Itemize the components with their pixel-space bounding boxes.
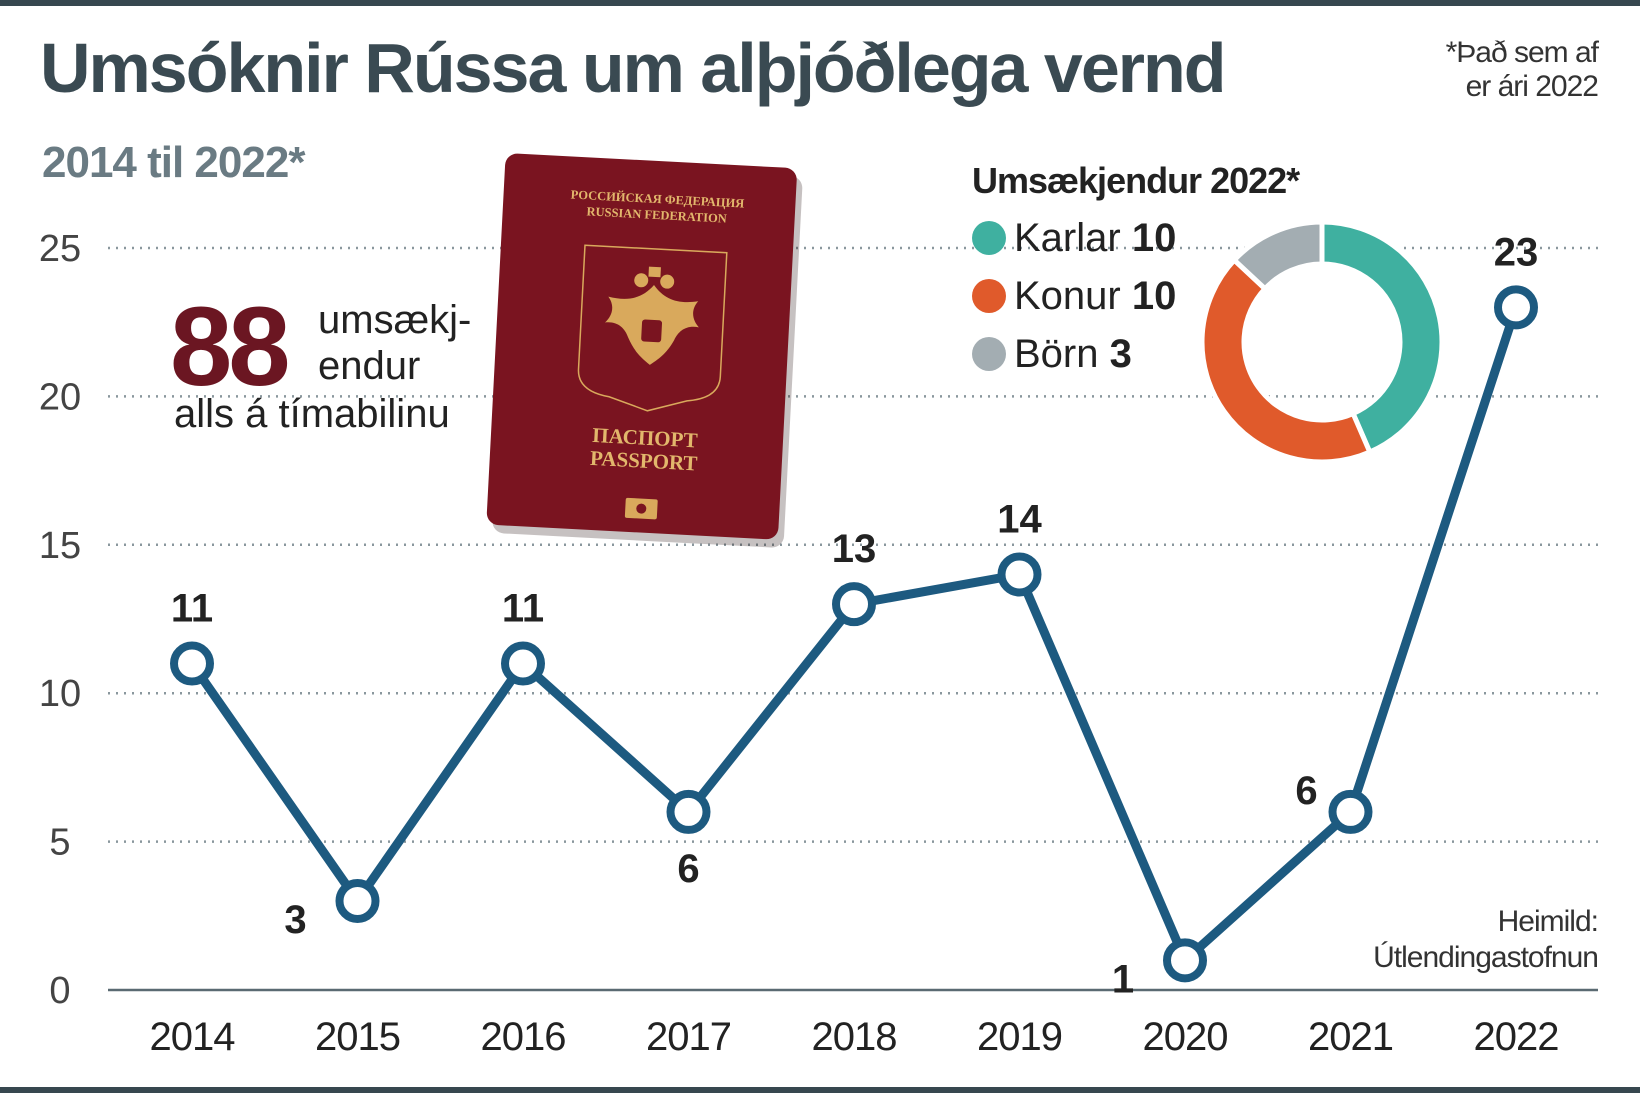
source-note: Heimild: Útlendingastofnun: [1373, 904, 1599, 976]
data-label-2020: 1: [1112, 957, 1134, 1001]
x-tick-label-2019: 2019: [977, 1015, 1062, 1059]
footnote: *Það sem af er ári 2022: [1445, 36, 1599, 104]
data-label-2022: 23: [1494, 230, 1539, 274]
data-label-2017: 6: [677, 847, 699, 891]
donut-title: Umsækjendur 2022*: [972, 160, 1300, 201]
chart-subtitle: 2014 til 2022*: [42, 138, 305, 187]
source-line-2: Útlendingastofnun: [1373, 941, 1599, 974]
y-tick-label-10: 10: [39, 673, 81, 715]
total-label-line-3: alls á tímabilinu: [174, 392, 450, 436]
data-label-2014: 11: [171, 587, 213, 631]
data-point-2019: [997, 552, 1042, 597]
x-tick-label-2018: 2018: [812, 1015, 897, 1059]
y-tick-label-0: 0: [49, 970, 70, 1012]
legend-label-konur: Konur: [1014, 274, 1121, 318]
footnote-line-1: *Það sem af: [1445, 36, 1599, 69]
data-labels: 11 3 11 6 13 14 1 6 23: [171, 230, 1538, 1001]
donut-slice-börn: [1230, 219, 1325, 293]
x-tick-label-2021: 2021: [1308, 1015, 1393, 1059]
legend-value-karlar: 10: [1131, 216, 1177, 260]
legend-swatch-konur: [972, 279, 1006, 313]
x-tick-label-2020: 2020: [1143, 1015, 1228, 1059]
footnote-line-2: er ári 2022: [1465, 70, 1599, 103]
x-tick-label-2017: 2017: [646, 1015, 731, 1059]
total-label-line-1: umsækj-: [318, 298, 472, 342]
y-tick-label-5: 5: [49, 822, 70, 864]
data-point-2022: [1494, 285, 1538, 330]
data-point-2015: [335, 878, 380, 923]
data-point-2016: [501, 641, 545, 686]
bottom-rule: [0, 1087, 1640, 1093]
x-tick-label-2015: 2015: [315, 1015, 400, 1059]
data-points: [170, 285, 1538, 983]
data-label-2019: 14: [997, 497, 1042, 541]
x-tick-label-2022: 2022: [1474, 1015, 1559, 1059]
donut-slice-karlar: [1319, 219, 1445, 456]
top-rule: [0, 0, 1640, 6]
passport-emblem-frame: [577, 244, 728, 412]
data-point-2014: [170, 641, 214, 686]
passport-illustration: РОССИЙСКАЯ ФЕДЕРАЦИЯ RUSSIAN FEDERATION …: [486, 153, 803, 548]
legend-value-konur: 10: [1131, 274, 1177, 318]
y-tick-label-20: 20: [39, 376, 81, 418]
legend-label-born: Börn: [1014, 332, 1099, 376]
total-label-line-2: endur: [318, 344, 421, 388]
data-label-2016: 11: [502, 587, 544, 631]
y-tick-label-25: 25: [39, 228, 81, 270]
legend-item-konur: Konur 10: [972, 274, 1176, 319]
x-tick-label-2016: 2016: [481, 1015, 566, 1059]
passport-eagle-emblem: [604, 266, 699, 365]
data-point-2021: [1328, 789, 1373, 834]
passport-label-ru: ПАСПОРТ: [592, 423, 699, 452]
legend-swatch-born: [972, 337, 1006, 371]
x-tick-label-2014: 2014: [150, 1015, 236, 1059]
legend-item-karlar: Karlar 10: [972, 216, 1176, 261]
legend-item-born: Börn 3: [972, 332, 1132, 377]
legend-swatch-karlar: [972, 221, 1006, 255]
legend-value-born: 3: [1109, 332, 1132, 376]
y-tick-label-15: 15: [39, 525, 81, 567]
source-line-1: Heimild:: [1497, 905, 1599, 938]
donut-chart: [1199, 219, 1445, 465]
legend-label-karlar: Karlar: [1014, 216, 1121, 260]
data-label-2018: 13: [832, 527, 877, 571]
data-label-2015: 3: [284, 898, 306, 942]
y-axis-ticks: 0 5 10 15 20 25: [39, 228, 81, 1012]
chart-title: Umsóknir Rússa um alþjóðlega vernd: [40, 29, 1227, 107]
passport-label-en: PASSPORT: [590, 446, 698, 476]
total-number: 88: [170, 284, 291, 409]
data-point-2017: [666, 789, 711, 834]
data-point-2020: [1163, 938, 1207, 983]
biometric-chip-icon: [624, 497, 658, 520]
data-point-2018: [832, 582, 876, 627]
donut-slice-konur: [1199, 256, 1374, 465]
data-label-2021: 6: [1295, 769, 1317, 813]
x-axis-ticks: 2014 2015 2016 2017 2018 2019 2020 2021 2022: [150, 1015, 1560, 1059]
